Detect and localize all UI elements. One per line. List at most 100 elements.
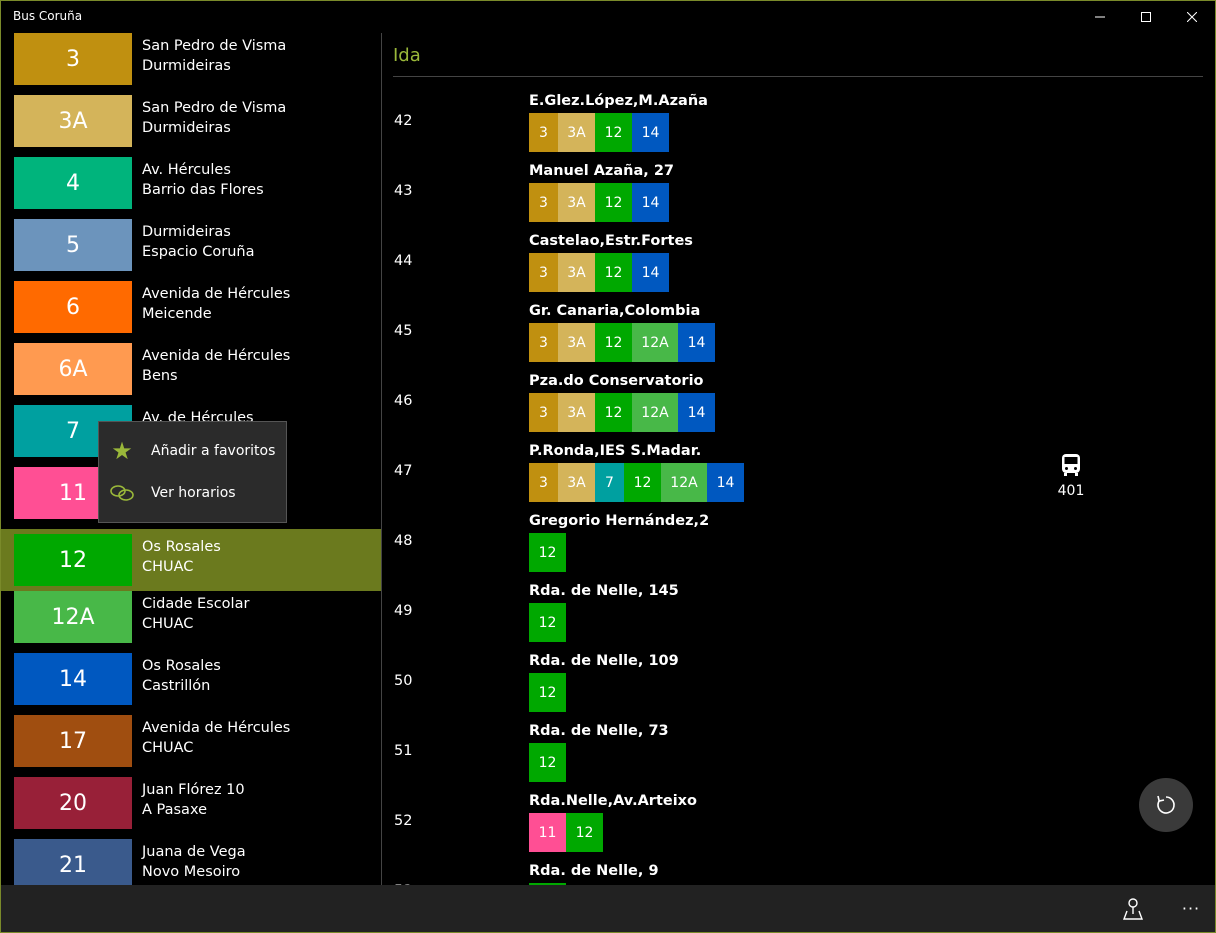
line-route: Cidade Escolar CHUAC <box>142 594 249 634</box>
stop-row[interactable]: 47 P.Ronda,IES S.Madar. 3 3A 7 12 12A 14 <box>382 439 1215 509</box>
line-chip[interactable]: 3A <box>558 463 595 502</box>
line-item-5[interactable]: 5 Durmideiras Espacio Coruña <box>1 219 381 281</box>
stop-lines: 12 <box>529 883 566 885</box>
line-destination: Durmideiras <box>142 58 231 74</box>
line-item-12[interactable]: 12 Os Rosales CHUAC <box>1 529 381 591</box>
stop-name: E.Glez.López,M.Azaña <box>529 93 708 109</box>
line-chip[interactable]: 14 <box>632 253 669 292</box>
line-chip[interactable]: 14 <box>678 393 715 432</box>
line-chip[interactable]: 11 <box>529 813 566 852</box>
line-origin: Os Rosales <box>142 658 221 674</box>
line-chip[interactable]: 12 <box>529 883 566 885</box>
line-chip[interactable]: 12A <box>661 463 707 502</box>
view-schedule-menu-item[interactable]: Ver horarios <box>99 472 286 514</box>
line-badge: 5 <box>14 219 132 271</box>
line-chip[interactable]: 12 <box>529 603 566 642</box>
line-chip[interactable]: 3A <box>558 323 595 362</box>
line-chip[interactable]: 3A <box>558 183 595 222</box>
line-item-14[interactable]: 14 Os Rosales Castrillón <box>1 653 381 715</box>
line-chip[interactable]: 12 <box>595 393 632 432</box>
line-list[interactable]: 3 San Pedro de Visma Durmideiras 3A San Pedr… <box>1 33 381 885</box>
stop-row[interactable]: 53 Rda. de Nelle, 9 12 <box>382 859 1215 885</box>
line-item-3a[interactable]: 3A San Pedro de Visma Durmideiras <box>1 95 381 157</box>
line-chip[interactable]: 3 <box>529 393 558 432</box>
add-favorite-menu-item[interactable]: ★ Añadir a favoritos <box>99 430 286 472</box>
app-bar: ··· <box>1 885 1215 932</box>
line-chip[interactable]: 12 <box>595 323 632 362</box>
direction-title: Ida <box>393 45 421 66</box>
line-destination: Castrillón <box>142 678 211 694</box>
line-chip[interactable]: 3A <box>558 393 595 432</box>
line-route: Os Rosales CHUAC <box>142 537 221 577</box>
line-chip[interactable]: 12 <box>595 113 632 152</box>
map-button[interactable] <box>1109 885 1157 932</box>
refresh-button[interactable] <box>1139 778 1193 832</box>
line-item-17[interactable]: 17 Avenida de Hércules CHUAC <box>1 715 381 777</box>
stop-row[interactable]: 42 E.Glez.López,M.Azaña 3 3A 12 14 <box>382 89 1215 159</box>
line-destination: Barrio das Flores <box>142 182 264 198</box>
line-chip[interactable]: 3A <box>558 253 595 292</box>
line-chip[interactable]: 12 <box>529 533 566 572</box>
line-origin: Avenida de Hércules <box>142 286 291 302</box>
stop-row[interactable]: 46 Pza.do Conservatorio 3 3A 12 12A 14 <box>382 369 1215 439</box>
stop-number: 47 <box>394 463 413 479</box>
line-item-21[interactable]: 21 Juana de Vega Novo Mesoiro <box>1 839 381 885</box>
stop-lines: 3 3A 12 14 <box>529 183 669 222</box>
stop-lines: 3 3A 12 14 <box>529 113 669 152</box>
stop-number: 42 <box>394 113 413 129</box>
line-chip[interactable]: 12A <box>632 393 678 432</box>
line-chip[interactable]: 3 <box>529 113 558 152</box>
line-chip[interactable]: 12 <box>566 813 603 852</box>
stop-row[interactable]: 44 Castelao,Estr.Fortes 3 3A 12 14 <box>382 229 1215 299</box>
line-chip[interactable]: 3 <box>529 463 558 502</box>
line-chip[interactable]: 12 <box>529 673 566 712</box>
line-chip[interactable]: 3 <box>529 183 558 222</box>
line-chip[interactable]: 3 <box>529 323 558 362</box>
line-chip[interactable]: 14 <box>632 113 669 152</box>
stop-number: 49 <box>394 603 413 619</box>
line-chip[interactable]: 12 <box>529 743 566 782</box>
line-badge: 6 <box>14 281 132 333</box>
line-chip[interactable]: 14 <box>632 183 669 222</box>
menu-item-label: Ver horarios <box>151 485 236 501</box>
stop-name: Rda. de Nelle, 73 <box>529 723 669 739</box>
line-origin: Durmideiras <box>142 224 231 240</box>
line-chip[interactable]: 3A <box>558 113 595 152</box>
stop-name: Rda. de Nelle, 145 <box>529 583 679 599</box>
line-chip[interactable]: 14 <box>678 323 715 362</box>
stop-lines: 3 3A 12 14 <box>529 253 669 292</box>
line-badge: 21 <box>14 839 132 885</box>
stop-name: P.Ronda,IES S.Madar. <box>529 443 702 459</box>
line-route: San Pedro de Visma Durmideiras <box>142 98 286 138</box>
stop-row[interactable]: 49 Rda. de Nelle, 145 12 <box>382 579 1215 649</box>
line-item-4[interactable]: 4 Av. Hércules Barrio das Flores <box>1 157 381 219</box>
line-chip[interactable]: 3 <box>529 253 558 292</box>
line-item-6a[interactable]: 6A Avenida de Hércules Bens <box>1 343 381 405</box>
line-route: Av. Hércules Barrio das Flores <box>142 160 264 200</box>
minimize-button[interactable] <box>1077 1 1123 33</box>
maximize-button[interactable] <box>1123 1 1169 33</box>
line-chip[interactable]: 12 <box>595 253 632 292</box>
more-button[interactable]: ··· <box>1181 899 1201 918</box>
line-chip[interactable]: 12 <box>595 183 632 222</box>
line-route: Avenida de Hércules Bens <box>142 346 290 386</box>
stop-row[interactable]: 48 Gregorio Hernández,2 12 <box>382 509 1215 579</box>
line-chip[interactable]: 7 <box>595 463 624 502</box>
line-item-12a[interactable]: 12A Cidade Escolar CHUAC <box>1 591 381 653</box>
line-item-6[interactable]: 6 Avenida de Hércules Meicende <box>1 281 381 343</box>
line-chip[interactable]: 12A <box>632 323 678 362</box>
line-badge: 3A <box>14 95 132 147</box>
line-item-3[interactable]: 3 San Pedro de Visma Durmideiras <box>1 33 381 95</box>
stop-row[interactable]: 43 Manuel Azaña, 27 3 3A 12 14 <box>382 159 1215 229</box>
line-chip[interactable]: 12 <box>624 463 661 502</box>
stop-row[interactable]: 51 Rda. de Nelle, 73 12 <box>382 719 1215 789</box>
stop-row[interactable]: 52 Rda.Nelle,Av.Arteixo 11 12 <box>382 789 1215 859</box>
stop-list-pane[interactable]: Ida 42 E.Glez.López,M.Azaña 3 3A 12 14 43 Manue… <box>382 33 1215 885</box>
line-item-20[interactable]: 20 Juan Flórez 10 A Pasaxe <box>1 777 381 839</box>
line-route: Avenida de Hércules Meicende <box>142 284 290 324</box>
bus-marker[interactable]: 401 <box>1046 453 1096 499</box>
close-button[interactable] <box>1169 1 1215 33</box>
stop-row[interactable]: 45 Gr. Canaria,Colombia 3 3A 12 12A 14 <box>382 299 1215 369</box>
stop-row[interactable]: 50 Rda. de Nelle, 109 12 <box>382 649 1215 719</box>
line-chip[interactable]: 14 <box>707 463 744 502</box>
